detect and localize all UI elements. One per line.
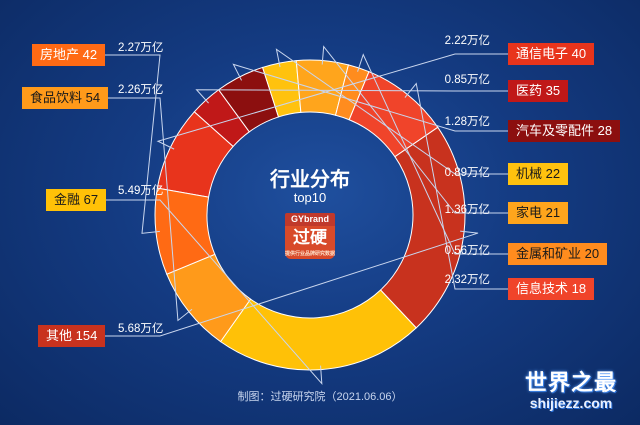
leader-line [156,53,508,150]
logo-main-text: 过硬 [293,228,327,247]
chart-title: 行业分布 [270,169,350,191]
category-label: 房地产 42 [32,44,106,66]
slice-value-label: 0.56万亿 [445,244,490,257]
chart-subtitle: top10 [293,190,327,205]
leader-line [58,230,479,337]
leader-line [52,54,161,234]
slice-value-label: 0.85万亿 [445,73,490,86]
leader-line [321,45,508,214]
category-label: 金融 67 [46,189,107,211]
watermark-url: shijiezz.com [529,395,613,411]
leader-line [275,48,508,175]
slice-value-label: 5.49万亿 [118,184,163,197]
slice-value-label: 2.22万亿 [445,34,490,47]
category-label: 汽车及零配件 28 [508,120,621,142]
watermark-title: 世界之最 [524,370,617,395]
category-label: 家电 21 [508,202,569,224]
leader-line [66,199,323,386]
brand-logo: GYbrand 过硬 提供行业品牌研究数据 [285,213,335,259]
logo-top-text: GYbrand [285,213,335,226]
slice-value-label: 2.26万亿 [118,83,163,96]
leader-line [357,53,508,255]
category-label: 机械 22 [508,163,569,185]
source-footer: 制图：过硬研究院（2021.06.06） [237,391,403,403]
category-label: 金属和矿业 20 [508,243,608,265]
donut-slice [379,126,466,329]
slice-value-label: 0.89万亿 [445,166,490,179]
donut-slice [154,187,216,275]
category-label: 医药 35 [508,80,569,102]
slice-value-label: 5.68万亿 [118,322,163,335]
logo-small-text: 提供行业品牌研究数据 [285,251,336,257]
leader-line [195,89,508,104]
leader-line [404,82,508,290]
leader-line [232,63,508,132]
slice-value-label: 2.32万亿 [445,273,490,286]
category-label: 其他 154 [38,325,106,347]
category-label: 通信电子 40 [508,43,595,65]
slice-value-label: 1.36万亿 [445,203,490,216]
category-label: 食品饮料 54 [22,87,109,109]
slice-value-label: 1.28万亿 [445,115,490,128]
watermark: 世界之最 shijiezz.com [512,365,630,411]
category-label: 信息技术 18 [508,278,595,300]
slice-value-label: 2.27万亿 [118,41,163,54]
